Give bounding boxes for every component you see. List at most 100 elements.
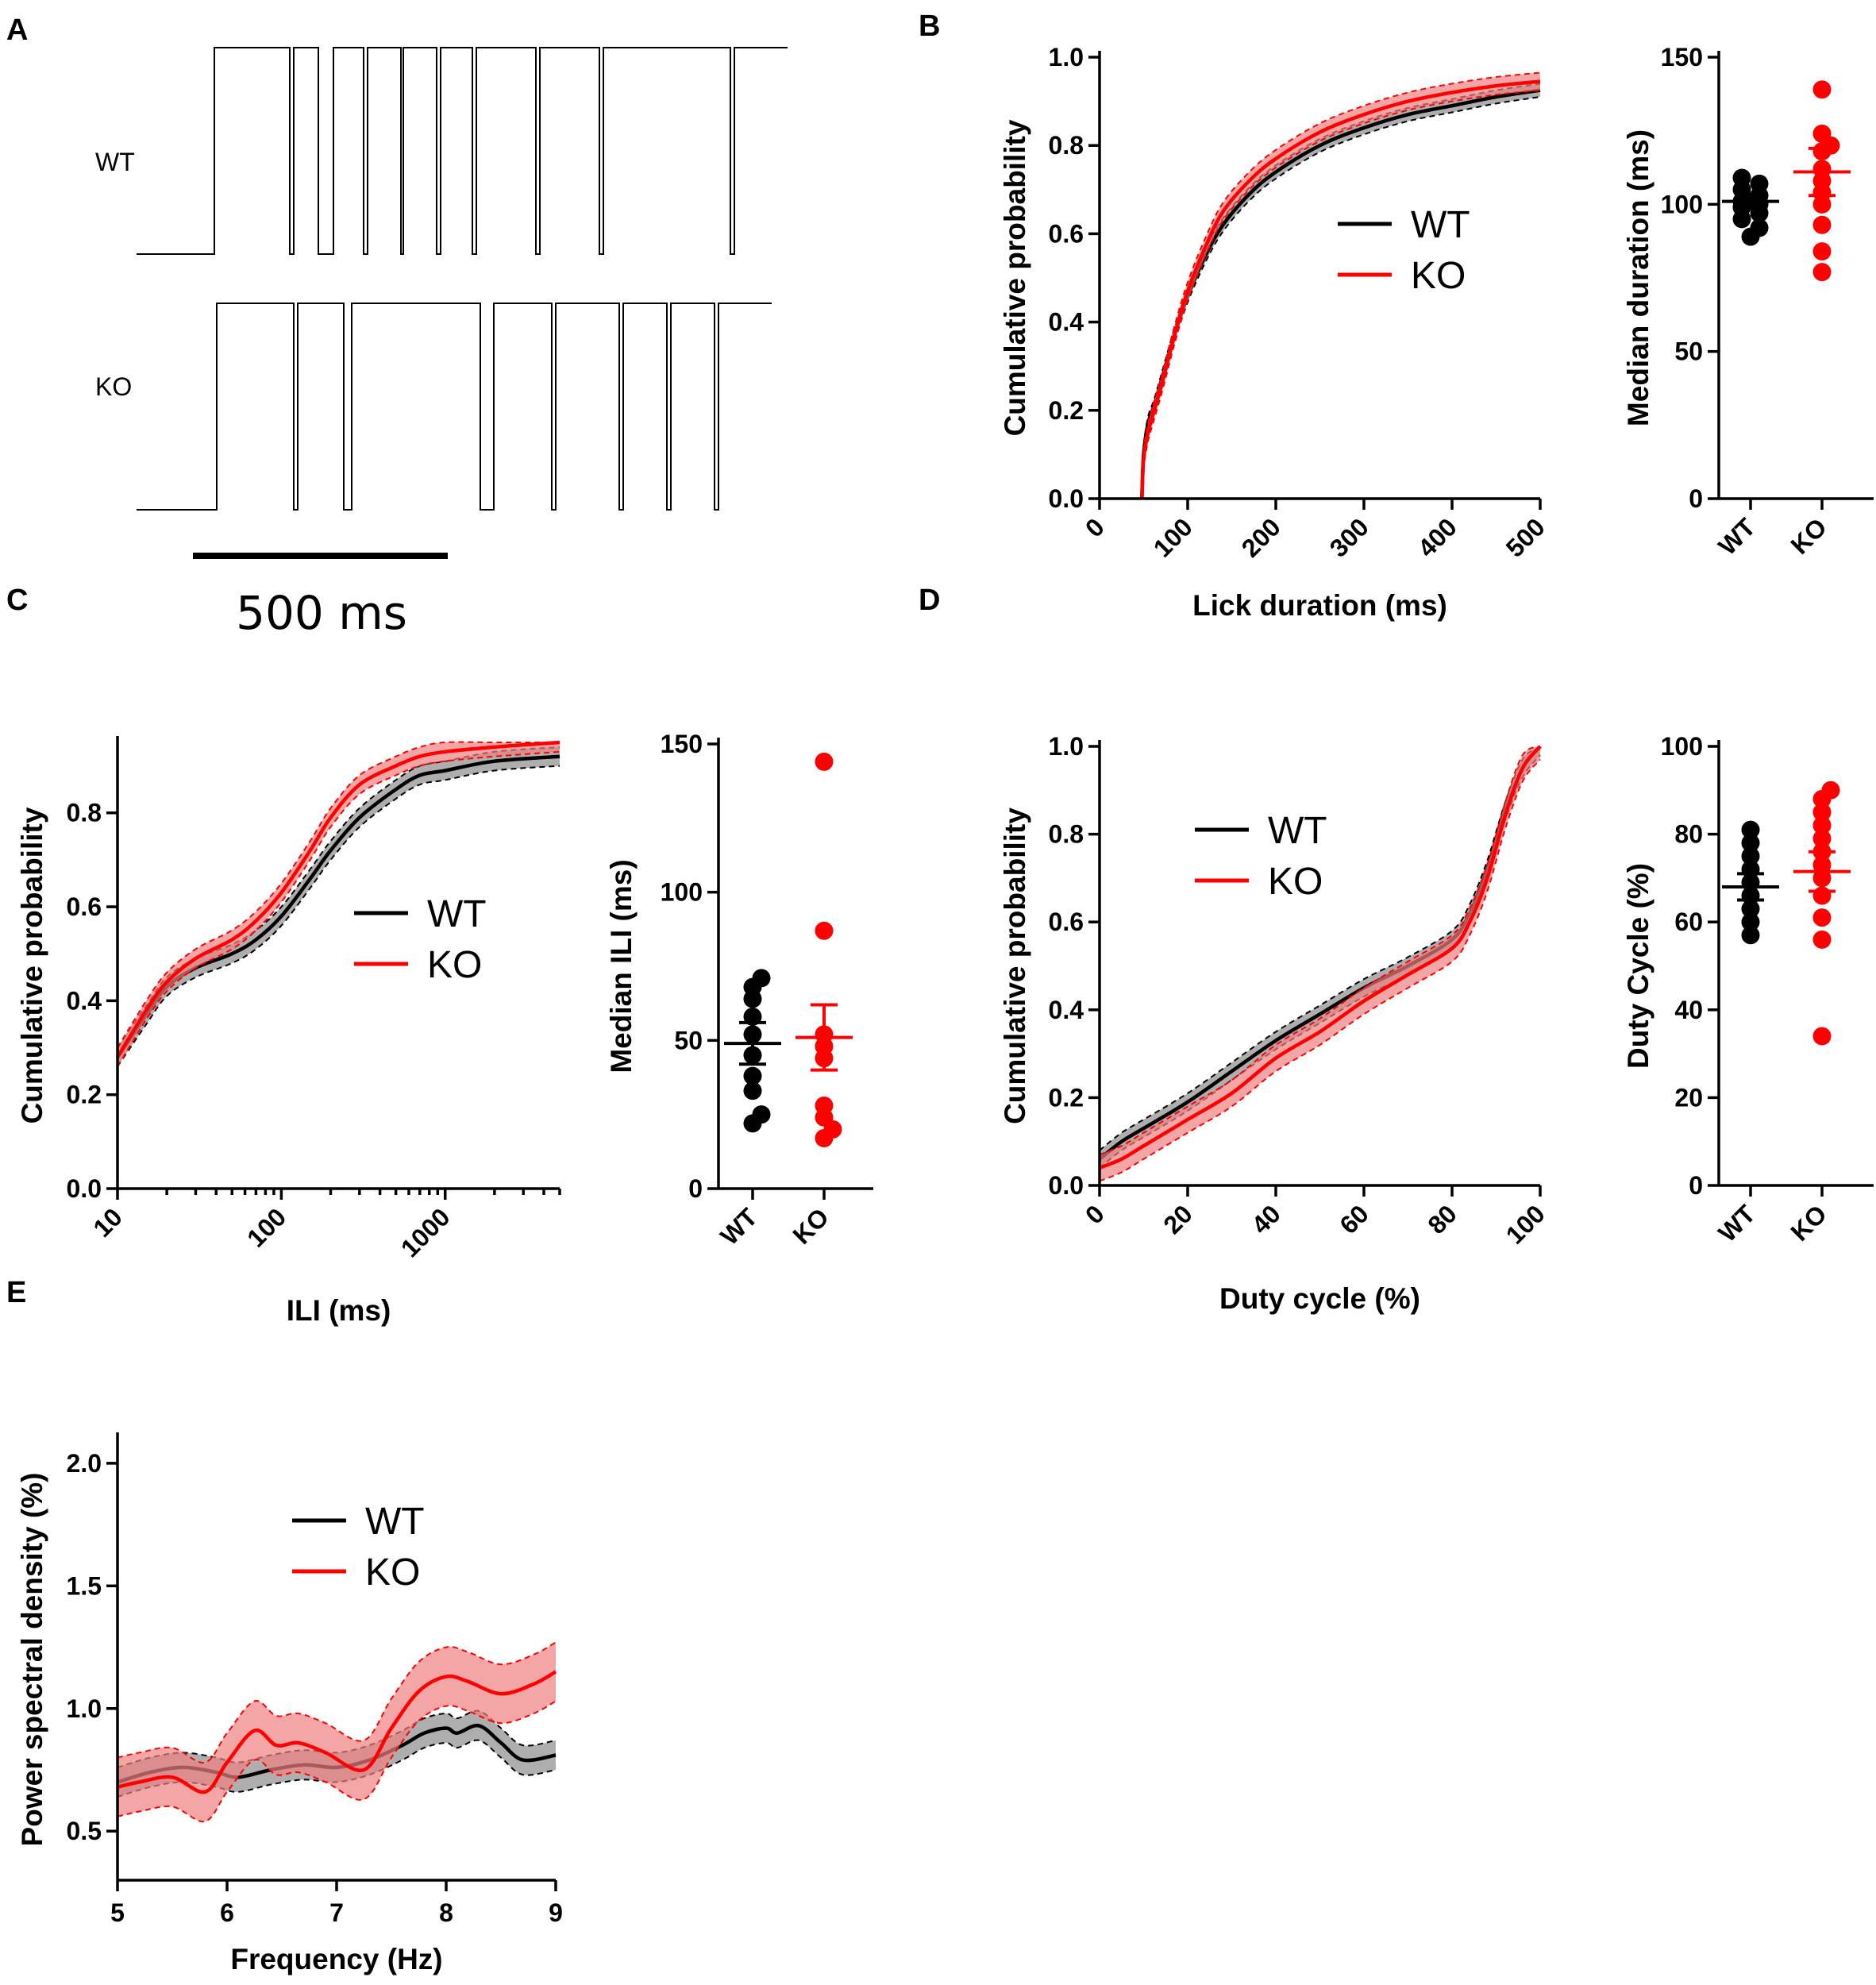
chart-c-median-ili: 0 50 100 150 WT KO Median ILI (ms): [605, 730, 873, 1251]
x-tick-label: 20: [1158, 1199, 1198, 1239]
y-tick-label: 0.4: [1049, 996, 1084, 1024]
sem-upper-wt: [117, 746, 560, 1049]
data-point-ko: [1812, 803, 1832, 822]
y-tick-label: 150: [661, 730, 703, 758]
x-tick-label: 500: [1500, 512, 1550, 562]
x-tick-label: 80: [1422, 1199, 1462, 1239]
sem-upper-wt: [1141, 83, 1541, 492]
y-tick-label: 0.2: [1049, 1083, 1084, 1112]
y-tick-label: 0.6: [1049, 219, 1084, 248]
legend-label-wt: WT: [1268, 810, 1327, 852]
sem-band-ko: [117, 1642, 556, 1822]
x-tick-label: 7: [329, 1898, 344, 1927]
y-tick-label: 0.2: [1049, 396, 1084, 425]
y-tick-label: 150: [1661, 43, 1703, 71]
data-point-ko: [1812, 816, 1832, 835]
sem-upper-wt: [1099, 746, 1541, 1151]
y-tick-label: 60: [1674, 908, 1703, 936]
data-point-wt: [1741, 846, 1760, 865]
y-tick-label: 100: [1661, 190, 1703, 218]
trace-label-ko: KO: [95, 372, 132, 401]
lick-trace-ko: [137, 303, 772, 511]
y-tick-label: 100: [1661, 732, 1703, 761]
sem-upper-ko: [117, 1641, 557, 1763]
y-axis-title: Cumulative probability: [999, 807, 1031, 1124]
y-tick-label: 0.2: [67, 1081, 102, 1109]
data-point-wt: [1741, 926, 1760, 945]
category-label-ko: KO: [1785, 512, 1832, 559]
y-tick-label: 0.8: [1049, 820, 1084, 849]
sem-upper-ko: [117, 741, 560, 1049]
series-line-ko: [117, 1670, 557, 1794]
y-axis-title: Power spectral density (%): [16, 1473, 48, 1847]
legend-label-ko: KO: [365, 1551, 420, 1594]
x-tick-label: 400: [1412, 512, 1462, 562]
data-point-wt: [1750, 174, 1769, 193]
x-tick-label: 10: [87, 1202, 128, 1243]
y-tick-label: 2.0: [67, 1449, 102, 1478]
chart-d-cumulative-duty-cycle: 0.0 0.2 0.4 0.6 0.8 1.0 0 20 40 60 80 100 Duty cycle…: [999, 732, 1550, 1315]
data-point-wt: [1732, 168, 1751, 187]
panel-letter-d: D: [919, 584, 940, 617]
y-tick-label: 1.0: [67, 1694, 102, 1723]
y-tick-label: 0.8: [67, 799, 102, 827]
series-line-wt: [1140, 88, 1541, 499]
category-label-ko: KO: [1785, 1199, 1832, 1246]
sem-band-wt: [117, 746, 560, 1067]
legend-label-ko: KO: [427, 944, 482, 986]
data-point-ko: [1812, 242, 1832, 261]
legend-label-wt: WT: [427, 893, 487, 935]
sem-lower-ko: [1099, 758, 1541, 1182]
y-tick-label: 40: [1674, 996, 1703, 1024]
data-point-ko: [1812, 1027, 1832, 1046]
sem-upper-ko: [1099, 746, 1541, 1156]
y-tick-label: 50: [674, 1026, 703, 1054]
data-point-wt: [1741, 834, 1760, 853]
y-tick-label: 0.6: [67, 892, 102, 921]
data-point-ko: [815, 752, 834, 771]
x-tick-label: 1000: [395, 1202, 456, 1262]
x-tick-label: 0: [1080, 512, 1110, 542]
x-tick-label: 0: [1080, 1199, 1110, 1229]
data-point-ko: [815, 921, 834, 940]
y-tick-label: 0: [688, 1174, 703, 1203]
sem-band-wt: [1142, 83, 1540, 499]
sem-band-ko: [1100, 746, 1540, 1181]
panel-a: A WT KO 500 ms: [6, 13, 788, 640]
legend-label-wt: WT: [1411, 204, 1470, 246]
category-label-wt: WT: [1712, 512, 1761, 561]
data-point-wt: [1741, 820, 1760, 839]
y-tick-label: 0: [1689, 484, 1703, 513]
y-axis-title: Cumulative probability: [16, 807, 48, 1124]
y-axis-title: Median ILI (ms): [605, 859, 638, 1073]
y-axis-title: Duty Cycle (%): [1622, 863, 1655, 1069]
panel-letter-a: A: [6, 13, 28, 47]
y-tick-label: 80: [1674, 820, 1703, 849]
x-tick-label: 300: [1324, 512, 1374, 562]
y-axis-title: Cumulative probability: [999, 119, 1031, 436]
data-point-wt: [1750, 218, 1769, 237]
y-tick-label: 0.4: [67, 986, 102, 1015]
legend-label-ko: KO: [1268, 861, 1323, 903]
x-axis-title: Frequency (Hz): [230, 1943, 442, 1975]
x-tick-label: 40: [1246, 1199, 1286, 1239]
x-tick-label: 60: [1334, 1199, 1374, 1239]
sem-band-wt: [1100, 746, 1540, 1168]
y-axis-title: Median duration (ms): [1622, 129, 1655, 426]
chart-d-duty-cycle: 0 20 40 60 80 100 WT KO Duty Cycle (%): [1622, 732, 1874, 1247]
x-tick-label: 5: [110, 1898, 125, 1927]
y-tick-label: 0.0: [1049, 1171, 1084, 1200]
y-tick-label: 0: [1689, 1171, 1703, 1200]
x-tick-label: 200: [1236, 512, 1286, 562]
sem-lower-ko: [117, 750, 560, 1067]
y-tick-label: 0.6: [1049, 908, 1084, 936]
x-tick-label: 6: [220, 1898, 234, 1927]
data-point-wt: [743, 1081, 762, 1100]
category-label-ko: KO: [788, 1202, 834, 1249]
legend-label-ko: KO: [1411, 255, 1466, 297]
series-line-ko: [1099, 745, 1542, 1170]
y-tick-label: 50: [1674, 337, 1703, 366]
data-point-wt: [1741, 900, 1760, 919]
category-label-wt: WT: [715, 1202, 763, 1251]
